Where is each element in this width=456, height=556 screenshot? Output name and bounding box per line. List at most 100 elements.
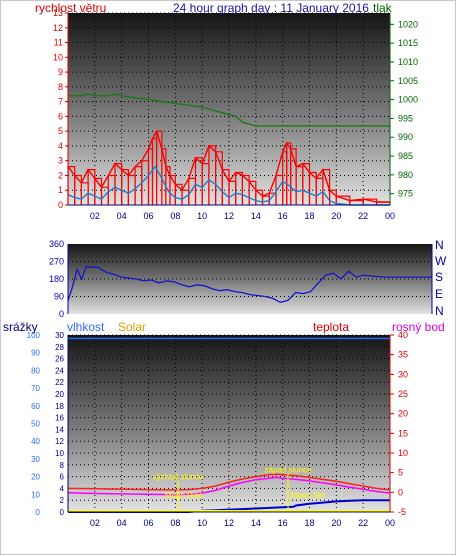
wind-x-tick: 06 bbox=[143, 211, 153, 221]
rain-y-tick: 10 bbox=[55, 449, 64, 458]
rain-label: srážky bbox=[3, 320, 38, 334]
humidity-y-tick: 60 bbox=[31, 402, 40, 411]
wind-x-tick: 20 bbox=[331, 211, 341, 221]
pressure-line bbox=[68, 93, 390, 127]
temp-x-tick: 18 bbox=[304, 518, 314, 528]
direction-plot-area bbox=[68, 244, 432, 314]
pressure-y-tick: 1015 bbox=[398, 38, 418, 48]
rain-y-tick: 16 bbox=[55, 414, 64, 423]
humidity-y-tick: 70 bbox=[31, 384, 40, 393]
pressure-label: tlak bbox=[373, 1, 392, 15]
pressure-y-tick: 975 bbox=[398, 189, 413, 199]
solar-label: Solar bbox=[118, 320, 147, 334]
direction-y-tick: 0 bbox=[59, 309, 64, 319]
humidity-y-tick: 0 bbox=[36, 508, 41, 517]
temp-x-tick: 02 bbox=[90, 518, 100, 528]
temp-x-tick: 08 bbox=[170, 518, 180, 528]
temp-y-tick: -5 bbox=[398, 507, 406, 517]
wind-y-tick: 7 bbox=[58, 97, 63, 107]
temp-x-tick: 10 bbox=[197, 518, 207, 528]
wind-x-tick: 04 bbox=[117, 211, 127, 221]
temp-x-tick: 00 bbox=[385, 518, 395, 528]
pressure-y-tick: 995 bbox=[398, 113, 413, 123]
wind-y-tick: 2 bbox=[58, 170, 63, 180]
humidity-y-tick: 20 bbox=[31, 473, 40, 482]
wind-average-line bbox=[67, 165, 390, 206]
wind-x-tick: 18 bbox=[304, 211, 314, 221]
direction-y-tick: 270 bbox=[49, 257, 64, 267]
temp-y-tick: 5 bbox=[398, 468, 403, 478]
wind-y-tick: 0 bbox=[58, 200, 63, 210]
wind-y-tick: 4 bbox=[58, 141, 63, 151]
wind-y-tick: 13 bbox=[53, 8, 63, 18]
rain-y-tick: 8 bbox=[60, 461, 65, 470]
rain-y-tick: 6 bbox=[60, 473, 65, 482]
humidity-y-tick: 10 bbox=[31, 490, 40, 499]
humidity-y-tick: 30 bbox=[31, 455, 40, 464]
pressure-y-tick: 1010 bbox=[398, 57, 418, 67]
temp-x-tick: 22 bbox=[358, 518, 368, 528]
temp-x-tick: 12 bbox=[224, 518, 234, 528]
humidity-y-tick: 50 bbox=[31, 420, 40, 429]
pressure-y-tick: 985 bbox=[398, 151, 413, 161]
direction-n-bottom: N bbox=[435, 304, 444, 318]
sunrise-label: východ slunce bbox=[153, 473, 204, 482]
wind-y-tick: 11 bbox=[54, 38, 63, 48]
wind-y-tick: 3 bbox=[58, 156, 63, 166]
wind-x-tick: 00 bbox=[385, 211, 395, 221]
temp-x-tick: 06 bbox=[143, 518, 153, 528]
pressure-y-tick: 980 bbox=[398, 170, 413, 180]
chart-title: 24 hour graph day : 11 January 2016 bbox=[173, 1, 369, 15]
humidity-label: vlhkost bbox=[67, 320, 105, 334]
dew-point-line bbox=[67, 476, 391, 496]
rain-y-tick: 12 bbox=[55, 437, 64, 446]
rain-y-tick: 28 bbox=[55, 343, 64, 352]
humidity-y-tick: 100 bbox=[27, 331, 41, 340]
direction-y-tick: 90 bbox=[54, 292, 64, 302]
direction-n-top: N bbox=[435, 238, 444, 252]
rain-y-tick: 30 bbox=[55, 331, 64, 340]
wind-y-tick: 8 bbox=[58, 82, 63, 92]
wind-y-tick: 10 bbox=[53, 52, 63, 62]
rain-y-tick: 20 bbox=[55, 390, 64, 399]
temp-x-tick: 20 bbox=[331, 518, 341, 528]
moonset-label: Moon Set bbox=[291, 491, 326, 500]
wind-speed-bar bbox=[322, 169, 331, 205]
rain-y-tick: 22 bbox=[55, 378, 64, 387]
temp-y-tick: 25 bbox=[398, 389, 408, 399]
rain-y-tick: 2 bbox=[60, 496, 65, 505]
pressure-y-tick: 1020 bbox=[398, 19, 418, 29]
direction-y-tick: 180 bbox=[49, 274, 64, 284]
wind-x-tick: 10 bbox=[197, 211, 207, 221]
humidity-y-tick: 90 bbox=[31, 349, 40, 358]
moonrise-label: Moon Rise bbox=[165, 491, 204, 500]
direction-y-tick: 360 bbox=[49, 239, 64, 249]
rain-y-tick: 4 bbox=[60, 484, 65, 493]
wind-x-tick: 02 bbox=[90, 211, 100, 221]
wind-y-tick: 12 bbox=[53, 23, 63, 33]
wind-speed-line bbox=[67, 129, 390, 203]
temp-y-tick: 30 bbox=[398, 369, 408, 379]
temp-y-tick: 10 bbox=[398, 448, 408, 458]
sunset-label: západ slunce bbox=[264, 465, 312, 474]
temp-y-tick: 40 bbox=[398, 330, 408, 340]
rain-y-tick: 18 bbox=[55, 402, 64, 411]
direction-e: E bbox=[435, 287, 444, 301]
direction-s: S bbox=[435, 270, 444, 284]
temp-y-tick: 0 bbox=[398, 487, 403, 497]
temp-x-tick: 16 bbox=[278, 518, 288, 528]
pressure-y-tick: 990 bbox=[398, 132, 413, 142]
wind-y-tick: 6 bbox=[58, 111, 63, 121]
temp-x-tick: 14 bbox=[251, 518, 261, 528]
temp-x-tick: 04 bbox=[117, 518, 127, 528]
wind-y-tick: 5 bbox=[58, 126, 63, 136]
temperature-line bbox=[67, 473, 391, 491]
rain-y-tick: 24 bbox=[55, 366, 64, 375]
wind-x-tick: 14 bbox=[251, 211, 261, 221]
pressure-y-tick: 1005 bbox=[398, 76, 418, 86]
wind-x-tick: 08 bbox=[170, 211, 180, 221]
wind-y-tick: 9 bbox=[58, 67, 63, 77]
temp-y-tick: 35 bbox=[398, 350, 408, 360]
